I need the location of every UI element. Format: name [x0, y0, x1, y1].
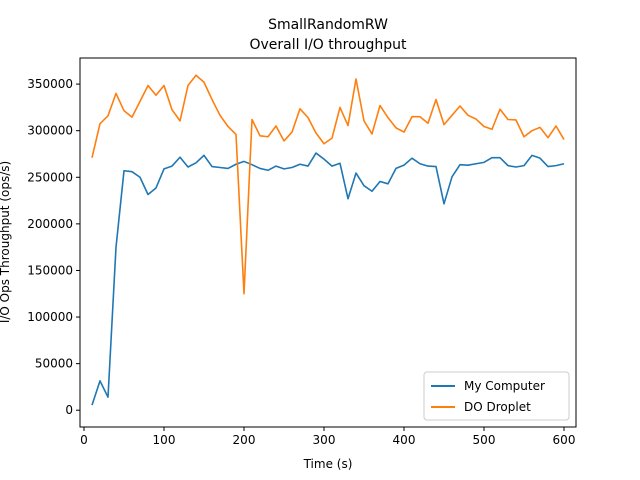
x-tick-label: 400	[393, 433, 416, 447]
legend-label-my-computer: My Computer	[464, 379, 545, 393]
y-tick-label: 150000	[27, 263, 73, 277]
y-tick-label: 200000	[27, 217, 73, 231]
y-tick-label: 300000	[27, 124, 73, 138]
x-tick-label: 500	[473, 433, 496, 447]
series-lines	[91, 74, 565, 406]
x-axis-label: Time (s)	[303, 457, 353, 471]
chart-title: SmallRandomRW	[268, 17, 388, 33]
y-tick-label: 350000	[27, 77, 73, 91]
series-line-my-computer	[91, 152, 565, 406]
x-tick-label: 100	[153, 433, 176, 447]
x-tick-label: 600	[553, 433, 576, 447]
legend-box	[423, 371, 570, 421]
x-tick-label: 300	[313, 433, 336, 447]
y-axis-ticks: 0 50000 100000 150000 200000 250000 300000 3500…	[27, 77, 80, 417]
x-tick-label: 200	[233, 433, 256, 447]
chart-subtitle: Overall I/O throughput	[249, 37, 407, 53]
series-line-do-droplet	[91, 74, 565, 295]
y-tick-label: 100000	[27, 310, 73, 324]
y-tick-label: 50000	[35, 357, 73, 371]
y-tick-label: 250000	[27, 170, 73, 184]
legend: My Computer DO Droplet	[423, 371, 570, 421]
y-axis-label: I/O Ops Throughput (ops/s)	[0, 161, 12, 323]
x-tick-label: 0	[80, 433, 88, 447]
y-tick-label: 0	[65, 403, 73, 417]
x-axis-ticks: 0 100 200 300 400 500 600	[80, 427, 575, 447]
legend-label-do-droplet: DO Droplet	[464, 400, 531, 414]
plot-frame	[79, 57, 577, 428]
